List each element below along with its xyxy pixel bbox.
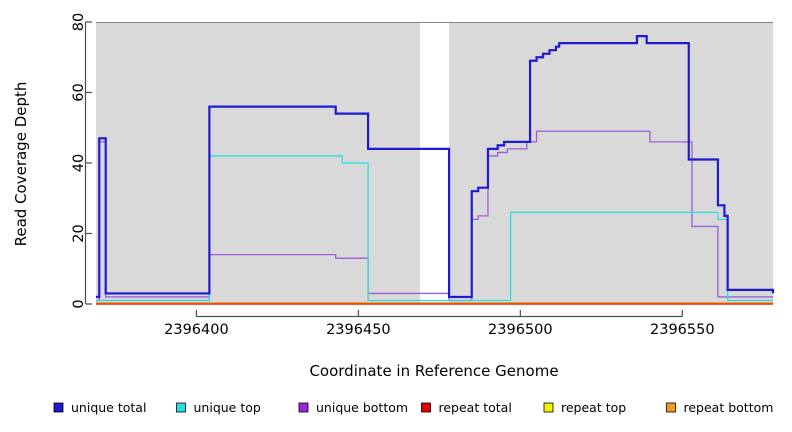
series-line-unique-total	[96, 35, 775, 299]
y-axis-tick-label: 0	[71, 299, 87, 308]
coverage-gap-band	[419, 22, 450, 304]
legend-swatch-repeat-top[interactable]	[543, 402, 554, 413]
legend-swatch-repeat-bottom[interactable]	[666, 402, 676, 413]
legend-label-unique-bottom[interactable]: unique bottom	[316, 400, 408, 415]
legend-label-unique-top[interactable]: unique top	[194, 400, 261, 415]
x-axis-tick-label: 2396450	[326, 322, 391, 338]
chart-legend: unique total unique top unique bottom repea…	[53, 400, 774, 415]
x-axis-title: Coordinate in Reference Genome	[309, 362, 558, 380]
series-line-unique-bottom	[96, 130, 773, 302]
series-layer	[96, 35, 775, 305]
y-axis-title: Read Coverage Depth	[12, 82, 30, 247]
x-axis-tick-label: 2396500	[488, 322, 553, 338]
y-axis-tick-label: 80	[71, 13, 87, 31]
legend-label-repeat-bottom[interactable]: repeat bottom	[684, 400, 774, 415]
legend-label-unique-total[interactable]: unique total	[71, 400, 146, 415]
legend-label-repeat-total[interactable]: repeat total	[439, 400, 512, 415]
series-line-unique-top	[96, 155, 773, 302]
x-axis-tick-label: 2396400	[164, 322, 229, 338]
legend-swatch-unique-total[interactable]	[53, 402, 64, 413]
legend-label-repeat-top[interactable]: repeat top	[561, 400, 626, 415]
axis-layer: 0 20 40 60 80 2396400 2396450 2396500 2396550	[71, 13, 715, 338]
y-axis-tick-label: 60	[71, 83, 87, 101]
legend-swatch-unique-bottom[interactable]	[298, 402, 309, 413]
y-axis-tick-label: 20	[71, 224, 87, 242]
legend-swatch-repeat-total[interactable]	[421, 402, 431, 413]
x-axis-tick-label: 2396550	[650, 322, 715, 338]
legend-swatch-unique-top[interactable]	[176, 402, 186, 413]
y-axis-tick-label: 40	[71, 154, 87, 172]
